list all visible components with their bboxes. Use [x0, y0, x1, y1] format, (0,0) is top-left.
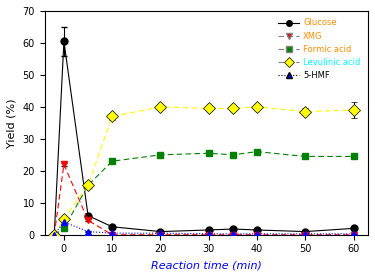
- Legend: Glucose, XMG, Formic acid, Levulinic acid, 5-HMF: Glucose, XMG, Formic acid, Levulinic aci…: [275, 15, 364, 83]
- X-axis label: Reaction time (min): Reaction time (min): [151, 260, 262, 270]
- Y-axis label: Yield (%): Yield (%): [7, 98, 17, 148]
